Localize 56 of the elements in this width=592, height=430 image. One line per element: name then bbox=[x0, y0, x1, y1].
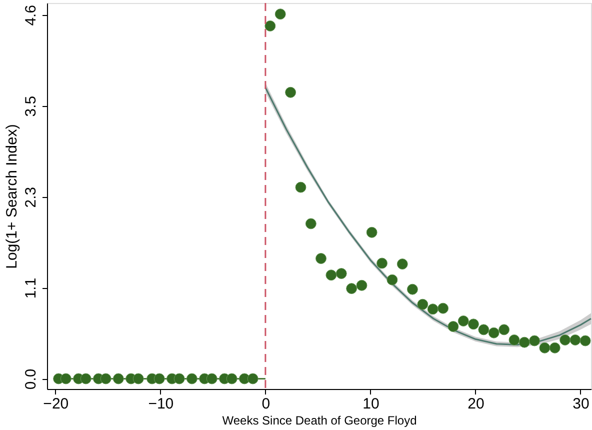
point bbox=[174, 373, 185, 384]
point bbox=[186, 373, 198, 384]
y-tick-label: 1.1 bbox=[22, 278, 40, 299]
point bbox=[498, 324, 510, 336]
point bbox=[508, 334, 520, 346]
point bbox=[60, 373, 72, 384]
point bbox=[570, 334, 581, 346]
point bbox=[488, 327, 500, 338]
x-axis-title: Weeks Since Death of George Floyd bbox=[222, 414, 417, 428]
point bbox=[305, 218, 316, 230]
x-tick-label: 10 bbox=[362, 396, 380, 412]
point bbox=[406, 284, 418, 295]
point bbox=[112, 373, 124, 384]
point bbox=[80, 373, 92, 384]
point bbox=[386, 274, 398, 286]
point bbox=[154, 373, 165, 384]
point bbox=[326, 270, 337, 281]
x-tick-label: 0 bbox=[262, 396, 270, 412]
point bbox=[295, 182, 306, 193]
point bbox=[132, 373, 144, 384]
point bbox=[247, 373, 258, 384]
y-tick-label: 3.5 bbox=[22, 96, 40, 117]
point bbox=[346, 283, 358, 294]
point bbox=[580, 335, 591, 346]
x-tick-label: 20 bbox=[468, 396, 484, 412]
point bbox=[518, 336, 530, 348]
point bbox=[529, 335, 540, 346]
point bbox=[560, 334, 571, 346]
point bbox=[438, 302, 449, 314]
y-tick-label: 4.6 bbox=[22, 4, 40, 26]
y-tick-label: 2.3 bbox=[22, 186, 40, 208]
point bbox=[336, 268, 347, 279]
point bbox=[274, 8, 286, 20]
point bbox=[539, 342, 550, 354]
x-tick-label: −20 bbox=[43, 396, 69, 412]
point bbox=[226, 373, 238, 384]
point bbox=[376, 258, 388, 269]
point bbox=[285, 86, 296, 98]
point bbox=[549, 342, 560, 354]
point bbox=[468, 318, 479, 330]
point bbox=[316, 253, 326, 264]
x-tick-label: 30 bbox=[572, 396, 590, 412]
point bbox=[396, 258, 408, 270]
point bbox=[427, 304, 438, 315]
point bbox=[417, 298, 428, 310]
point bbox=[264, 20, 276, 32]
point bbox=[356, 280, 368, 291]
y-axis-title: Log(1+ Search Index) bbox=[4, 124, 20, 269]
point bbox=[206, 373, 218, 384]
point bbox=[100, 373, 112, 384]
x-tick-label: −10 bbox=[148, 396, 174, 412]
point bbox=[448, 321, 459, 332]
point bbox=[478, 324, 490, 336]
y-tick-label: 0.0 bbox=[22, 368, 40, 390]
point bbox=[366, 226, 378, 238]
point bbox=[458, 315, 469, 326]
